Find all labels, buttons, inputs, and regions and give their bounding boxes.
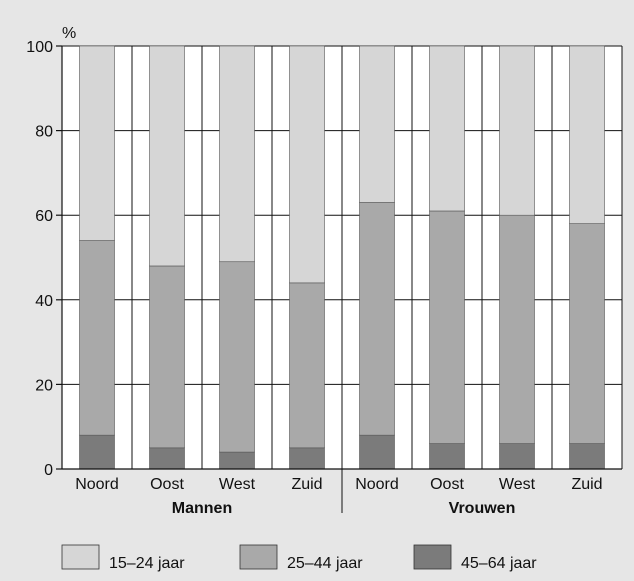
bar-vrouwen-zuid-series-2	[569, 45, 605, 224]
bar-mannen-zuid-series-1	[289, 282, 325, 449]
legend-swatch	[61, 544, 100, 570]
bar-vrouwen-oost-series-0	[429, 443, 465, 470]
bar-mannen-noord-series-1	[79, 240, 115, 436]
x-tick-label: West	[499, 476, 536, 493]
legend-label: 45–64 jaar	[461, 555, 537, 572]
bar-mannen-noord-series-0	[79, 434, 115, 470]
y-tick-label: 100	[26, 39, 53, 56]
bar-vrouwen-zuid-series-0	[569, 443, 605, 470]
x-tick-label: Zuid	[291, 476, 322, 493]
y-axis-label: %	[62, 25, 76, 42]
bar-mannen-west-series-2	[219, 45, 255, 263]
group-label: Mannen	[172, 500, 232, 517]
bar-vrouwen-noord-series-2	[359, 45, 395, 203]
bar-vrouwen-west-series-0	[499, 443, 535, 470]
y-tick-label: 20	[35, 377, 53, 394]
legend: 15–24 jaar 25–44 jaar 45–64 jaar	[61, 544, 537, 572]
bar-vrouwen-noord-series-0	[359, 434, 395, 470]
bar-mannen-noord-series-2	[79, 45, 115, 241]
bar-mannen-zuid-series-2	[289, 45, 325, 284]
group-label: Vrouwen	[449, 500, 516, 517]
bar-mannen-west-series-1	[219, 261, 255, 453]
legend-label: 25–44 jaar	[287, 555, 363, 572]
x-tick-label: West	[219, 476, 256, 493]
bar-vrouwen-noord-series-1	[359, 202, 395, 436]
x-tick-label: Oost	[430, 476, 464, 493]
bar-mannen-oost-series-0	[149, 447, 185, 470]
axis-labels: 0 20 40 60 80 100% Noord Oost West Zuid Noord Oost W…	[26, 25, 602, 517]
bar-vrouwen-oost-series-2	[429, 45, 465, 212]
legend-swatch	[413, 544, 452, 570]
y-tick-label: 0	[44, 462, 53, 479]
bar-vrouwen-zuid-series-1	[569, 223, 605, 444]
bar-mannen-oost-series-1	[149, 265, 185, 449]
x-tick-label: Noord	[75, 476, 119, 493]
bar-vrouwen-west-series-1	[499, 214, 535, 444]
bar-vrouwen-oost-series-1	[429, 210, 465, 444]
y-tick-label: 80	[35, 124, 53, 141]
y-tick-label: 40	[35, 293, 53, 310]
x-tick-label: Noord	[355, 476, 399, 493]
x-tick-label: Zuid	[571, 476, 602, 493]
x-tick-label: Oost	[150, 476, 184, 493]
legend-label: 15–24 jaar	[109, 555, 185, 572]
bar-mannen-oost-series-2	[149, 45, 185, 267]
bars	[79, 45, 605, 470]
bar-mannen-zuid-series-0	[289, 447, 325, 470]
y-tick-label: 60	[35, 208, 53, 225]
legend-swatch	[239, 544, 278, 570]
bar-vrouwen-west-series-2	[499, 45, 535, 216]
axes	[56, 45, 622, 513]
bar-mannen-west-series-0	[219, 451, 255, 470]
